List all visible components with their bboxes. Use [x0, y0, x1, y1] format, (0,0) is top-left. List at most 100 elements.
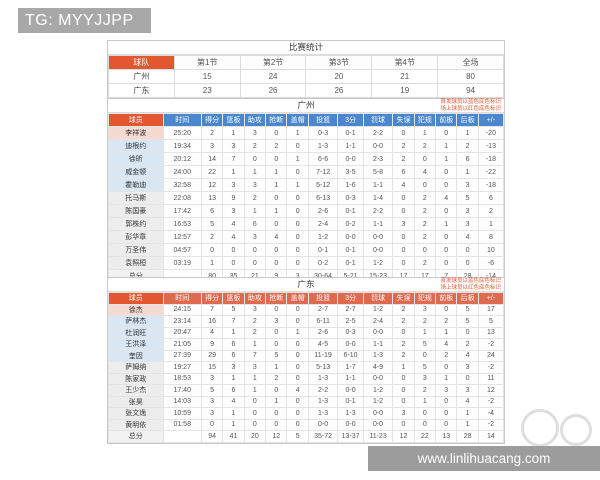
stat-cell: 0-0: [362, 230, 394, 244]
table-row: 迪根约 19:34 3 3 2 2 0 1-3 1-1 0-0 2 2 1 2 -13: [108, 139, 505, 153]
player-name-cell: 霍勒迪: [108, 178, 164, 192]
stat-cell: 0-3: [337, 191, 364, 205]
stat-cell: 0: [392, 256, 415, 270]
stat-cell: 3: [456, 178, 479, 192]
stat-cell: 2: [456, 338, 479, 351]
stat-cell: 20:47: [162, 326, 202, 339]
stat-cell: 27:39: [162, 349, 202, 362]
stat-cell: 0: [286, 303, 309, 316]
stat-cell: 0: [392, 326, 415, 339]
stat-cell: 14: [200, 152, 224, 166]
table-row: 张文逸 10:59 3 1 0 0 0 1-3 1-3 0-0 3 0 0 1 -4: [108, 407, 505, 420]
stat-cell: 2: [413, 139, 437, 153]
stat-cell: 1-3: [307, 372, 339, 385]
stat-cell: 1: [435, 217, 458, 231]
quarter-header-cell: 第3节: [305, 55, 373, 70]
stat-cell: 0: [435, 178, 458, 192]
stat-cell: 4-9: [362, 361, 394, 374]
stat-cell: 0: [456, 256, 479, 270]
stat-cell: 0: [265, 243, 288, 257]
table-row: 袁照桓 03:19 1 0 0 0 0 0-2 0-1 1-2 0 2 0 0 -6: [108, 256, 505, 270]
stat-cell: 17:40: [162, 384, 202, 397]
stat-cell: 1-2: [362, 395, 394, 408]
stat-cell: 0: [392, 191, 415, 205]
stat-cell: 0: [435, 243, 458, 257]
stat-cell: 2-4: [362, 315, 394, 328]
stat-cell: 1: [243, 338, 267, 351]
stat-cell: 5: [413, 361, 437, 374]
player-name-cell: 迪根约: [108, 139, 164, 153]
stat-cell: 0-2: [307, 256, 339, 270]
stat-cell: 1-3: [337, 407, 364, 420]
legend-note-line2: 场上球员以红色底色标识: [440, 105, 501, 112]
legend-note-line2: 场上球员以红色底色标识: [440, 284, 501, 291]
stat-cell: 0-0: [362, 139, 394, 153]
stat-cell: 23:14: [162, 315, 202, 328]
stat-cell: 2: [435, 315, 458, 328]
quarter-header-cell: 全场: [437, 55, 504, 70]
stat-cell: 0: [286, 407, 309, 420]
stat-cell: 2: [392, 303, 415, 316]
stat-cell: 2-7: [337, 303, 364, 316]
table-row: 萨林杰 23:14 16 7 2 3 0 6-11 2-5 2-4 2 2 2 5 5: [108, 315, 505, 328]
stat-cell: 1-2: [362, 256, 394, 270]
stat-cell: 24:15: [162, 303, 202, 316]
stat-cell: 3: [222, 204, 245, 218]
stat-cell: 1: [413, 395, 437, 408]
stat-cell: 1-7: [337, 361, 364, 374]
stat-cell: -22: [477, 165, 505, 179]
stat-cell: 5: [477, 315, 505, 328]
stat-cell: 5: [413, 338, 437, 351]
stat-cell: 2: [200, 126, 224, 140]
stat-cell: 0: [265, 126, 288, 140]
stat-cell: 3: [456, 217, 479, 231]
stat-cell: 4: [435, 191, 458, 205]
stat-cell: 0: [456, 243, 479, 257]
player-name-cell: 彭华章: [108, 230, 164, 244]
stat-cell: 0: [435, 395, 458, 408]
guangzhou-stats-table: 球员 时间 得分 篮板 助攻 抢断 盖帽 投篮 3分 罚球 失误 犯规 前板 后板 +/- 李祥波 25:20 2…: [108, 113, 505, 283]
stat-cell: 3: [243, 361, 267, 374]
player-name-cell: 托马斯: [108, 191, 164, 205]
stat-header-cell: 盖帽: [286, 292, 309, 305]
stat-header-cell: 前板: [435, 113, 458, 127]
stat-cell: 0-1: [337, 243, 364, 257]
player-name-cell: 奎因: [108, 349, 164, 362]
score-cell: 94: [437, 83, 504, 98]
stat-cell: 4: [222, 230, 245, 244]
stat-cell: 6: [222, 349, 245, 362]
stat-cell: -6: [477, 256, 505, 270]
stat-cell: 03:19: [162, 256, 202, 270]
stat-cell: 3: [243, 178, 267, 192]
total-stat-cell: 20: [243, 430, 267, 443]
stat-cell: 2: [413, 384, 437, 397]
stat-cell: 1: [435, 152, 458, 166]
total-stat-cell: 5: [286, 430, 309, 443]
stat-header-cell: 前板: [435, 292, 458, 305]
stat-cell: 2: [243, 315, 267, 328]
stat-cell: -20: [477, 126, 505, 140]
stat-cell: 4: [286, 384, 309, 397]
stat-cell: 4: [222, 395, 245, 408]
stat-cell: 0: [413, 178, 437, 192]
stat-cell: 3: [392, 407, 415, 420]
stat-cell: 0: [435, 361, 458, 374]
stat-cell: 0: [286, 256, 309, 270]
stat-cell: 4: [456, 349, 479, 362]
score-table: 球队 第1节 第2节 第3节 第4节 全场 广州 15 24 20 21 80 广东 23 26 26 19 94: [108, 55, 504, 98]
stat-header-cell: 失误: [392, 113, 415, 127]
player-name-cell: 徐昕: [108, 152, 164, 166]
team-name-cell: 广东: [108, 83, 175, 98]
stat-cell: 0: [435, 418, 458, 431]
stat-cell: 4: [392, 178, 415, 192]
stat-cell: 0: [265, 152, 288, 166]
stat-cell: 5: [456, 191, 479, 205]
stat-cell: 32:58: [162, 178, 202, 192]
stat-cell: 0: [435, 256, 458, 270]
quarter-header-cell: 第1节: [173, 55, 241, 70]
stat-header-cell: 犯规: [413, 113, 437, 127]
stat-cell: 3: [243, 230, 267, 244]
stat-cell: 2: [265, 372, 288, 385]
stat-cell: 2-6: [307, 204, 339, 218]
